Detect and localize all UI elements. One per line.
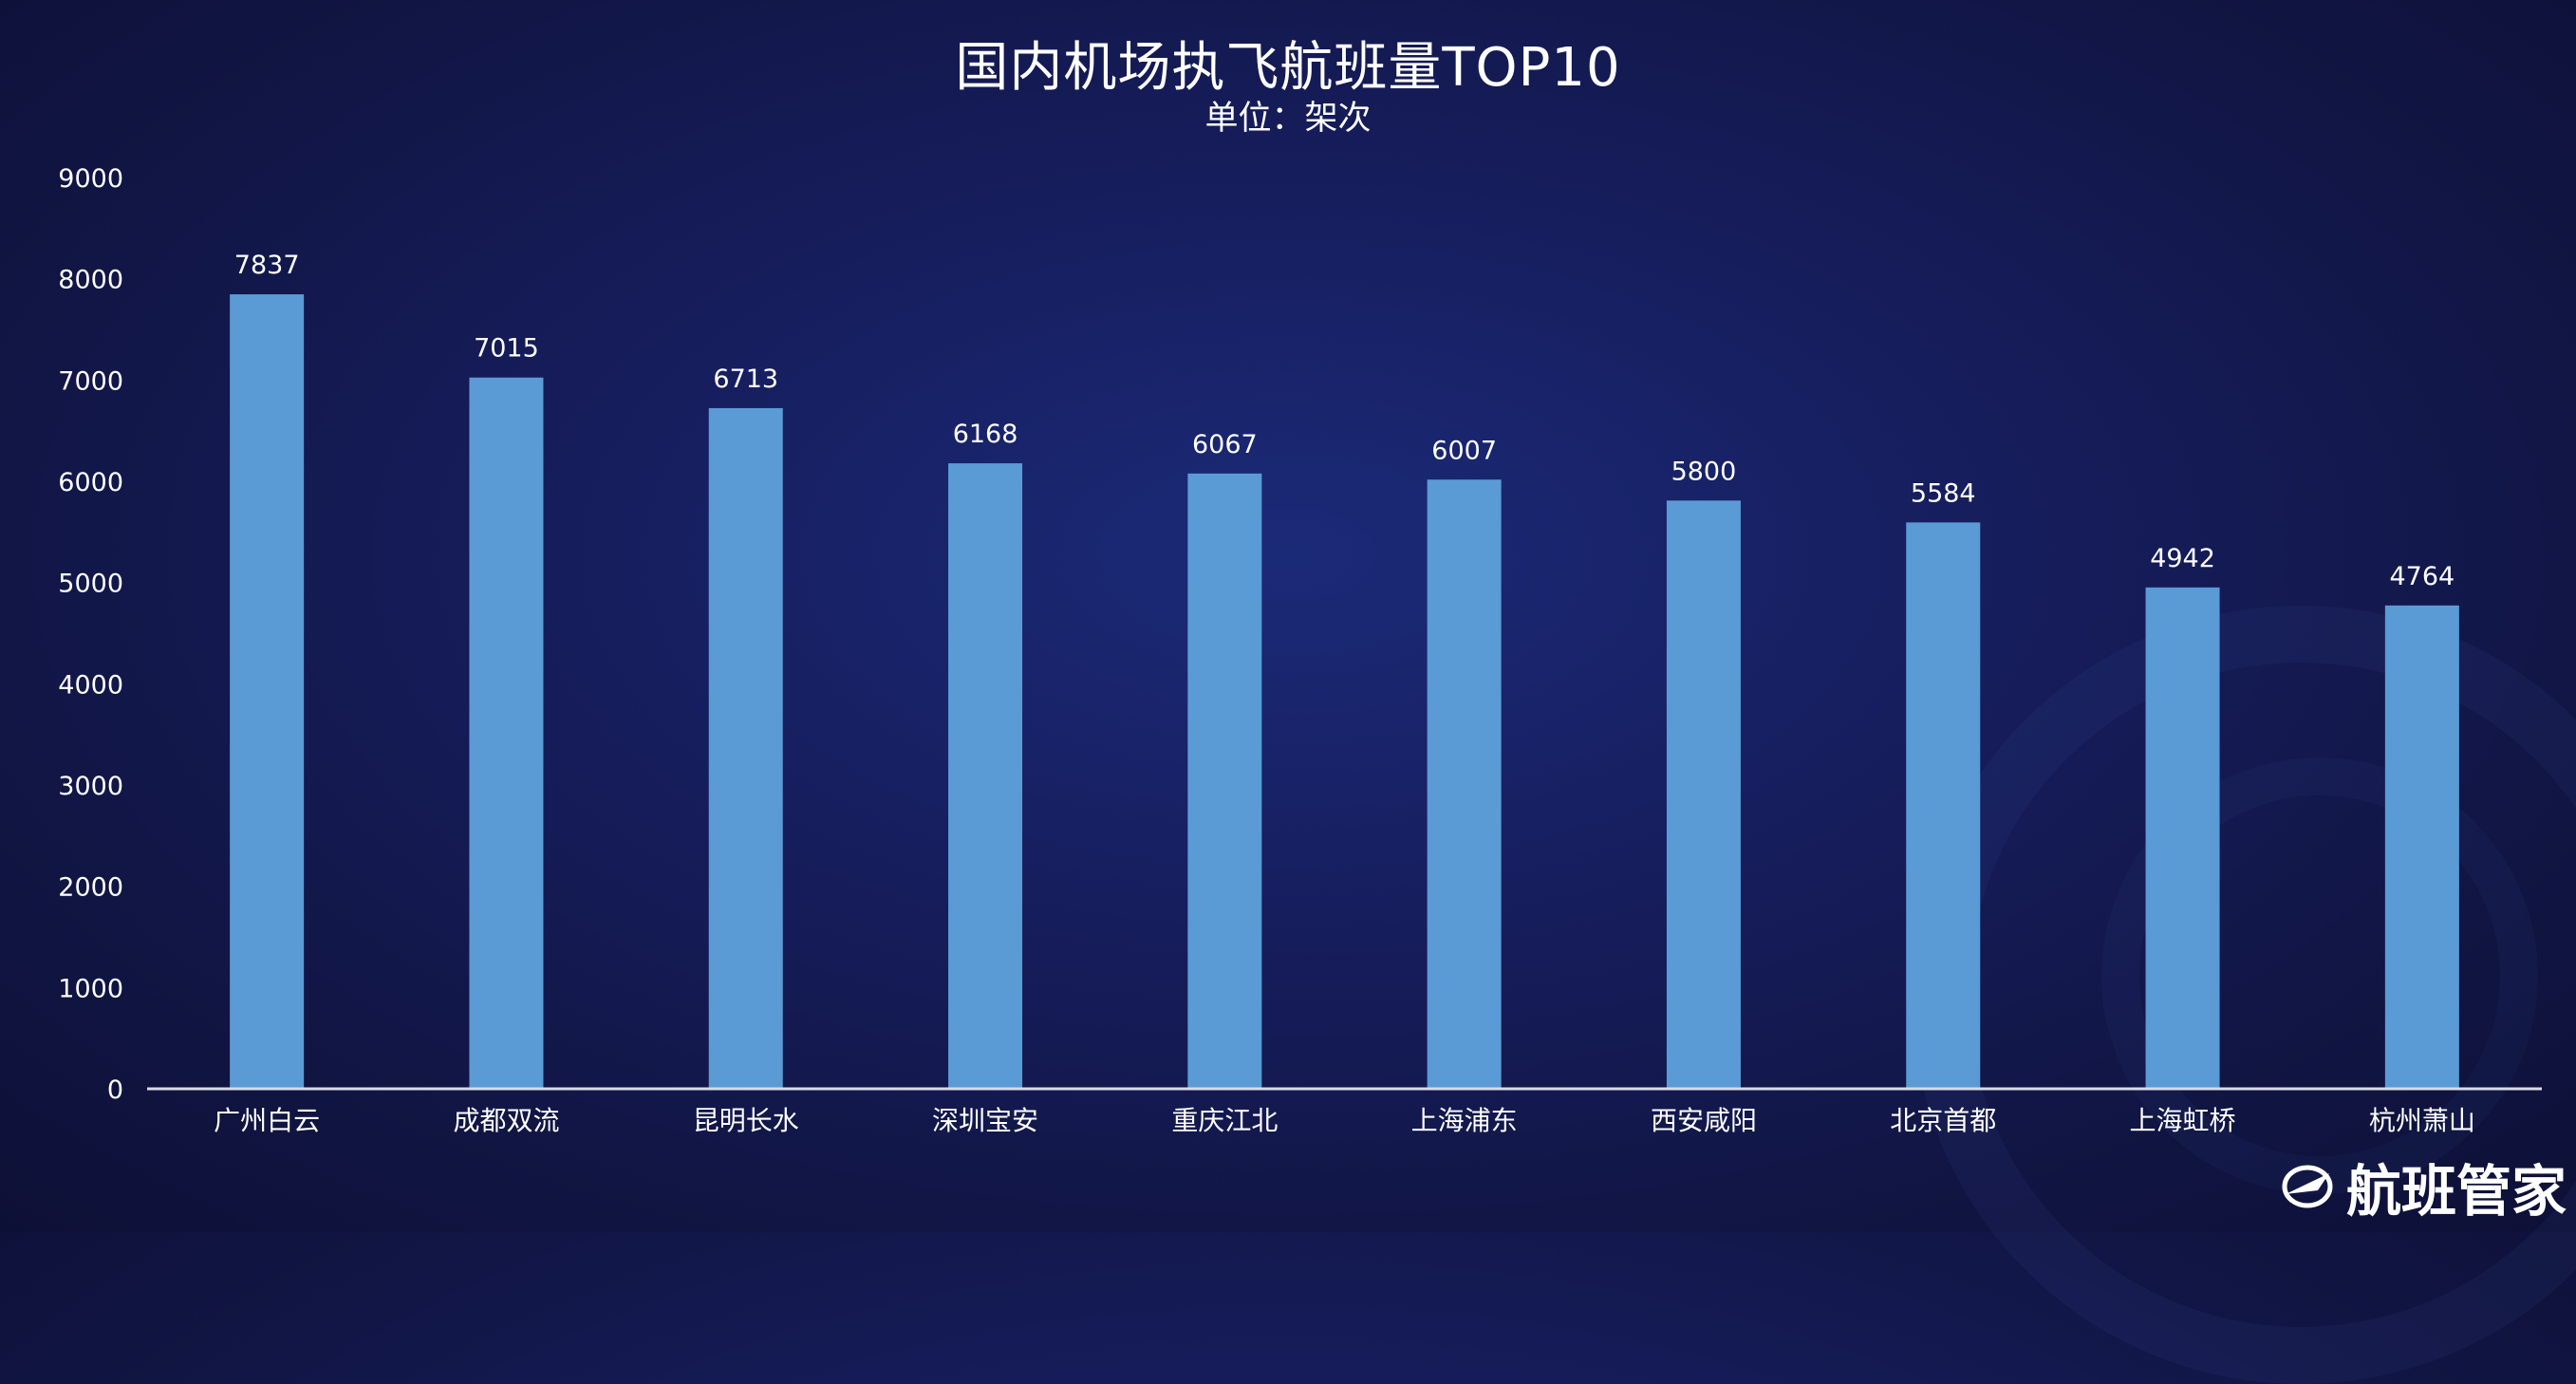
y-tick-label: 2000 [58, 873, 123, 903]
bar [2384, 605, 2459, 1088]
data-label: 7015 [474, 334, 539, 364]
chart-title: 国内机场执飞航班量TOP10 [955, 37, 1621, 99]
x-tick-label: 成都双流 [453, 1105, 559, 1136]
bar [1666, 500, 1741, 1088]
y-tick-label: 4000 [58, 670, 123, 700]
y-tick-label: 5000 [58, 570, 123, 599]
brand-logo: 航班管家 [2280, 1147, 2567, 1226]
data-label: 6067 [1192, 430, 1258, 459]
bar [230, 294, 305, 1088]
y-tick-label: 8000 [58, 266, 123, 295]
y-tick-label: 1000 [58, 974, 123, 1003]
plane-logo-icon [2282, 1165, 2333, 1208]
x-tick-label: 深圳宝安 [932, 1105, 1038, 1136]
data-label: 4942 [2150, 544, 2215, 573]
bar [1187, 473, 1262, 1088]
brand-name: 航班管家 [2345, 1159, 2567, 1224]
y-tick-label: 7000 [58, 366, 123, 396]
bar [708, 407, 783, 1088]
data-label: 6007 [1431, 436, 1497, 465]
x-tick-label: 上海虹桥 [2130, 1105, 2236, 1136]
y-tick-label: 6000 [58, 468, 123, 497]
bar [948, 463, 1023, 1089]
x-tick-label: 北京首都 [1890, 1105, 1996, 1136]
bar [469, 377, 544, 1088]
chart-subtitle: 单位：架次 [1204, 100, 1372, 138]
bar [2145, 587, 2220, 1088]
data-label: 7837 [234, 251, 300, 280]
x-tick-label: 广州白云 [214, 1105, 320, 1136]
data-label: 5800 [1671, 457, 1737, 486]
data-label: 4764 [2389, 562, 2455, 591]
data-label: 6713 [713, 365, 778, 394]
data-label: 6168 [953, 420, 1018, 449]
x-tick-label: 上海浦东 [1411, 1105, 1518, 1136]
y-tick-label: 9000 [58, 164, 123, 194]
x-tick-label: 昆明长水 [693, 1105, 799, 1136]
data-label: 5584 [1911, 478, 1976, 508]
x-tick-label: 西安咸阳 [1651, 1105, 1757, 1136]
x-tick-label: 杭州萧山 [2369, 1105, 2475, 1136]
y-tick-label: 3000 [58, 772, 123, 801]
bar [1427, 479, 1502, 1089]
y-tick-label: 0 [107, 1075, 123, 1105]
bar [1906, 522, 1981, 1088]
x-tick-label: 重庆江北 [1171, 1105, 1278, 1136]
bar-chart: 0 1000 2000 3000 4000 5000 6000 7000 8000 9000 783… [58, 164, 2542, 1136]
